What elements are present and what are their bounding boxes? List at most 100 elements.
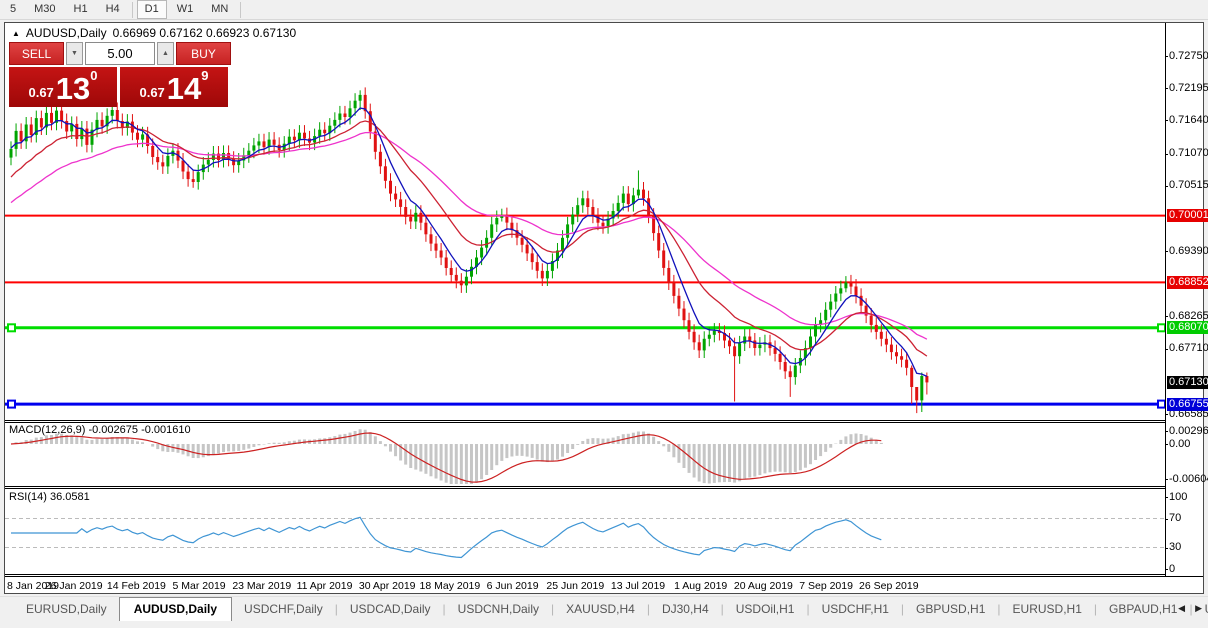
chart-tab-gbpaud[interactable]: GBPAUD,H1 <box>1109 602 1178 616</box>
date-tick: 25 Jun 2019 <box>546 580 605 592</box>
tab-separator: | <box>806 602 810 616</box>
timeframe-button-mn[interactable]: MN <box>211 3 229 15</box>
tick-mark <box>1165 348 1168 350</box>
sell-price-sup: 0 <box>90 68 98 83</box>
timeframe-button-h4[interactable]: H4 <box>105 3 120 15</box>
toolbar-divider <box>131 1 133 18</box>
tab-separator: | <box>334 602 338 616</box>
chart-tab-usdchf[interactable]: USDCHF,Daily <box>244 602 323 616</box>
time-axis[interactable]: 8 Jan 2019 26 Jan 2019 14 Feb 2019 5 Mar 20… <box>5 577 1203 593</box>
buy-button[interactable]: BUY <box>176 42 231 65</box>
tick-mark <box>1165 547 1168 549</box>
tick-mark <box>1165 88 1168 90</box>
chart-tab-xauusd[interactable]: XAUUSD,H4 <box>566 602 635 616</box>
macd-label: MACD(12,26,9) -0.002675 -0.001610 <box>9 424 191 436</box>
tick-mark <box>1165 444 1168 445</box>
date-tick: 5 Mar 2019 <box>172 580 226 592</box>
date-tick: 1 Aug 2019 <box>674 580 728 592</box>
hline-price-label: 0.66755 <box>1167 397 1208 411</box>
buy-price-frac: 0.67 <box>139 85 165 100</box>
tick-mark <box>1165 414 1168 415</box>
timeframe-button-h1[interactable]: H1 <box>73 3 88 15</box>
chart-tab-audusd[interactable]: AUDUSD,Daily <box>118 597 233 622</box>
tick-mark <box>1165 153 1168 155</box>
buy-price-box[interactable]: 0.67 14 9 <box>120 67 228 107</box>
tab-scroll-left-icon[interactable]: ◀ <box>1178 603 1186 613</box>
price-tick: 0.69390 <box>1169 244 1208 257</box>
price-axis[interactable]: 0.72750 0.72195 0.71640 0.71070 0.70515 0.693… <box>1165 23 1208 576</box>
tick-mark <box>1165 518 1168 520</box>
chart-canvas[interactable] <box>5 23 1165 595</box>
sell-price-frac: 0.67 <box>28 85 54 100</box>
timeframe-toolbar: 5 M30 H1 H4 D1 W1 MN <box>0 0 1208 20</box>
panel-separator <box>5 574 1203 575</box>
tab-separator: | <box>1189 602 1193 616</box>
spinner-up-icon: ▲ <box>162 50 169 57</box>
chart-tab-usdcnh[interactable]: USDCNH,Daily <box>457 602 540 616</box>
chart-tab-eurusd[interactable]: EURUSD,Daily <box>26 602 107 616</box>
toolbar-divider <box>240 1 242 18</box>
date-tick: 13 Jul 2019 <box>610 580 666 592</box>
volume-increase-button[interactable]: ▲ <box>157 42 174 65</box>
chart-window: ▲ AUDUSD,Daily 0.66969 0.67162 0.66923 0… <box>4 22 1208 595</box>
tab-scroll-right-icon[interactable]: ▶ <box>1195 603 1202 613</box>
rsi-tick: 0 <box>1169 562 1176 575</box>
sell-button[interactable]: SELL <box>9 42 64 65</box>
date-tick: 26 Jan 2019 <box>44 580 103 592</box>
tab-separator: | <box>442 602 446 616</box>
rsi-label: RSI(14) 36.0581 <box>9 491 90 503</box>
macd-tick: 0.002968 <box>1169 424 1208 437</box>
chart-tab-gbpusd[interactable]: GBPUSD,H1 <box>916 602 986 616</box>
date-tick: 6 Jun 2019 <box>486 580 539 592</box>
price-tick: 0.67710 <box>1169 342 1208 355</box>
price-tick: 0.72750 <box>1169 49 1208 62</box>
date-tick: 7 Sep 2019 <box>799 580 853 592</box>
price-tick: 0.72195 <box>1169 81 1208 94</box>
timeframe-button-5[interactable]: 5 <box>10 3 17 15</box>
date-tick: 26 Sep 2019 <box>859 580 919 592</box>
date-tick: 8 Jan 2019 <box>7 580 59 592</box>
tick-mark <box>1165 316 1168 318</box>
tick-mark <box>1165 431 1168 432</box>
chart-tab-bar: EURUSD,Daily AUDUSD,Daily USDCHF,Daily | USD… <box>0 596 1208 622</box>
date-tick: 20 Aug 2019 <box>733 580 793 592</box>
chart-tab-dj30[interactable]: DJ30,H4 <box>661 602 709 616</box>
tab-separator: | <box>646 602 650 616</box>
timeframe-button-w1[interactable]: W1 <box>176 3 194 15</box>
collapse-arrow-icon[interactable]: ▲ <box>12 28 20 38</box>
tab-separator: | <box>900 602 905 616</box>
spinner-down-icon: ▼ <box>71 50 78 57</box>
tick-mark <box>1165 120 1168 122</box>
sell-price-box[interactable]: 0.67 13 0 <box>9 67 117 107</box>
date-tick: 23 Mar 2019 <box>232 580 292 592</box>
date-tick: 14 Feb 2019 <box>106 580 166 592</box>
tick-mark <box>1165 479 1168 480</box>
tick-mark <box>1165 497 1168 498</box>
timeframe-button-m30[interactable]: M30 <box>34 3 56 15</box>
volume-field[interactable]: 5.00 <box>85 42 155 65</box>
tab-separator: | <box>720 602 724 616</box>
status-strip <box>0 621 1208 628</box>
date-tick: 30 Apr 2019 <box>358 580 416 592</box>
volume-decrease-button[interactable]: ▼ <box>66 42 83 65</box>
panel-separator[interactable] <box>5 486 1203 487</box>
panel-separator[interactable] <box>5 420 1203 421</box>
chart-tab-usdchf[interactable]: USDCHF,H1 <box>821 602 889 616</box>
chart-tab-usdoil[interactable]: USDOil,H1 <box>735 602 795 616</box>
timeframe-button-d1[interactable]: D1 <box>136 0 167 19</box>
current-price-label: 0.67130 <box>1167 375 1208 389</box>
tick-mark <box>1165 251 1168 253</box>
chart-tab-eurusd[interactable]: EURUSD,H1 <box>1012 602 1082 616</box>
tick-mark <box>1165 185 1168 187</box>
chart-tab-usdjp[interactable]: USDJP <box>1193 598 1208 621</box>
price-tick: 0.71640 <box>1169 113 1208 126</box>
buy-price-sup: 9 <box>201 68 209 83</box>
tick-mark <box>1165 569 1168 570</box>
sell-price-big: 13 <box>55 71 91 106</box>
tick-mark <box>1165 56 1168 57</box>
chart-symbol: AUDUSD,Daily <box>25 26 107 40</box>
date-tick: 18 May 2019 <box>419 580 481 592</box>
chart-tab-usdcad[interactable]: USDCAD,Daily <box>349 602 431 616</box>
date-tick: 11 Apr 2019 <box>296 580 353 592</box>
tab-separator: | <box>1093 602 1098 616</box>
